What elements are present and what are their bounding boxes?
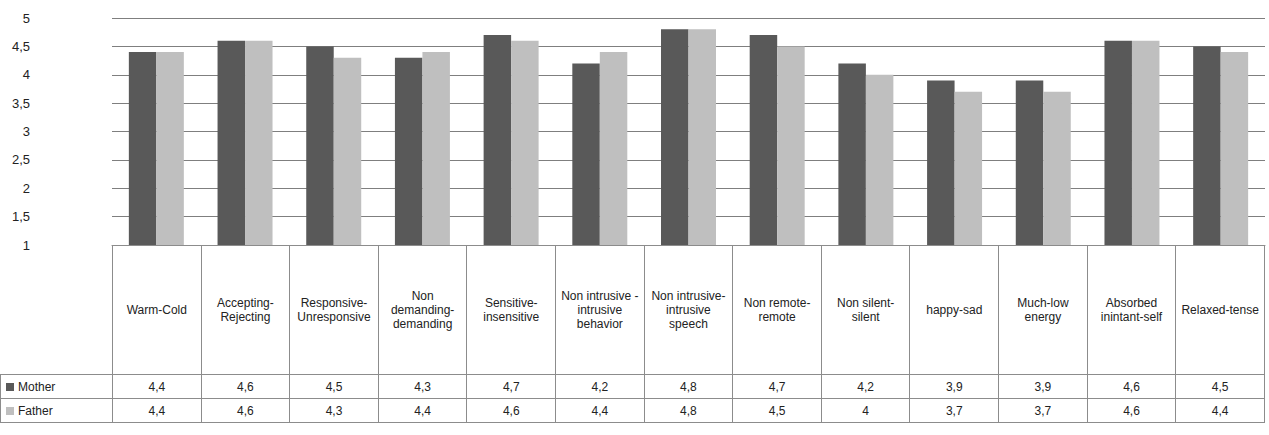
html-text:4,7: 4,7	[768, 379, 786, 394]
html-text:Non silent-silent: Non silent-silent	[837, 296, 895, 324]
html-text:3,7: 3,7	[945, 403, 963, 418]
svg-text:2,5: 2,5	[12, 152, 30, 167]
html-text:happy-sad: happy-sad	[926, 303, 983, 317]
html-text:3,9: 3,9	[945, 379, 963, 394]
html-text:Non intrusive -intrusive behav: Non intrusive -intrusive behavior	[561, 289, 639, 331]
html-text:Relaxed-tense: Relaxed-tense	[1181, 303, 1259, 317]
html-text:4,4: 4,4	[591, 403, 609, 418]
html-text:Father: Father	[18, 403, 53, 418]
html-text:4,3: 4,3	[325, 403, 343, 418]
html-text:Accepting-Rejecting: Accepting-Rejecting	[217, 296, 274, 324]
svg-text:5: 5	[23, 11, 30, 26]
html-text:4,2: 4,2	[857, 379, 874, 394]
html-text:4,5: 4,5	[768, 403, 786, 418]
svg-text:3: 3	[23, 124, 30, 139]
html-text:4,7: 4,7	[502, 379, 520, 394]
html-text:4,8: 4,8	[680, 379, 697, 394]
html-text:Non remote-remote: Non remote-remote	[743, 296, 811, 324]
html-text:4,6: 4,6	[237, 379, 254, 394]
html-text:Sensitive-insensitive: Sensitive-insensitive	[483, 296, 540, 324]
html-text:Warm-Cold: Warm-Cold	[126, 303, 187, 317]
html-text:4,8: 4,8	[680, 403, 697, 418]
html-text:Much-low energy: Much-low energy	[1017, 296, 1069, 324]
html-text:4,6: 4,6	[1123, 379, 1140, 394]
html-text:4,4: 4,4	[414, 403, 431, 418]
html-text:4,3: 4,3	[414, 379, 431, 394]
html-text:3,7: 3,7	[1034, 403, 1052, 418]
svg-text:1,5: 1,5	[12, 209, 30, 224]
html-text:4,5: 4,5	[1211, 379, 1229, 394]
html-text:4,6: 4,6	[502, 403, 520, 418]
svg-text:4: 4	[23, 67, 30, 82]
html-text:4,6: 4,6	[1123, 403, 1140, 418]
svg-text:4,5: 4,5	[12, 39, 30, 54]
html-text:4,4: 4,4	[1211, 403, 1229, 418]
html-text:4,2: 4,2	[591, 379, 609, 394]
html-text:Responsive-Unresponsive: Responsive-Unresponsive	[297, 296, 371, 324]
html-text:Non demanding-demanding: Non demanding-demanding	[390, 289, 455, 331]
html-text:4: 4	[862, 403, 869, 418]
html-text:4,4: 4,4	[148, 379, 166, 394]
html-text:3,9: 3,9	[1034, 379, 1052, 394]
html-text:Non intrusive-intrusive speech: Non intrusive-intrusive speech	[651, 289, 726, 331]
html-text:4,5: 4,5	[325, 379, 343, 394]
html-text:Absorbed inintant-self: Absorbed inintant-self	[1100, 296, 1163, 324]
html-text:4,6: 4,6	[237, 403, 254, 418]
html-text:Mother: Mother	[18, 379, 56, 394]
html-text:4,4: 4,4	[148, 403, 166, 418]
svg-text:2: 2	[23, 181, 30, 196]
svg-text:3,5: 3,5	[12, 96, 30, 111]
svg-text:1: 1	[22, 237, 30, 253]
